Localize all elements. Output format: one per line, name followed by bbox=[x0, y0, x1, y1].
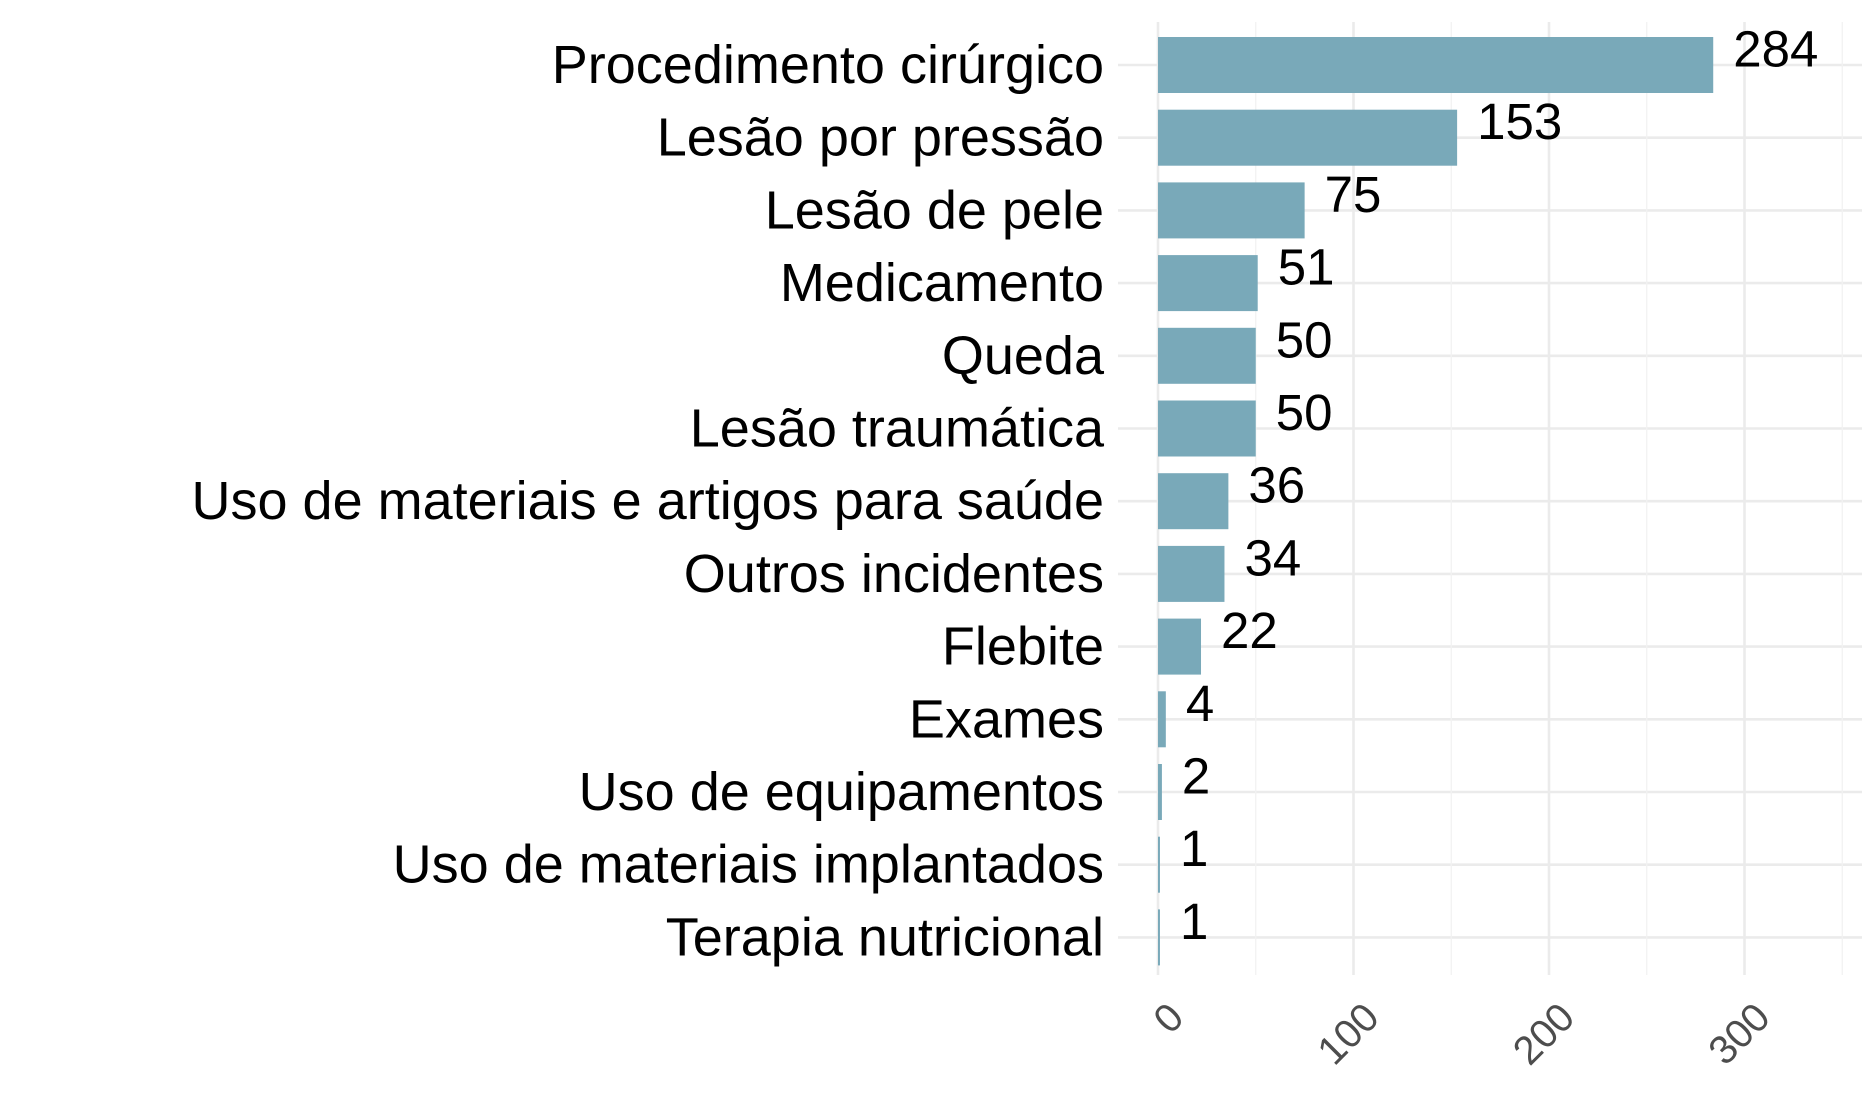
bar bbox=[1158, 618, 1202, 675]
value-label: 284 bbox=[1733, 21, 1818, 78]
bar bbox=[1158, 109, 1458, 166]
value-label: 2 bbox=[1182, 748, 1210, 805]
x-tick-label: 0 bbox=[1145, 995, 1192, 1042]
category-label: Uso de materiais e artigos para saúde bbox=[192, 471, 1105, 531]
value-label: 36 bbox=[1248, 457, 1305, 514]
category-label: Lesão traumática bbox=[690, 399, 1105, 459]
value-label: 22 bbox=[1221, 602, 1278, 659]
x-tick-label: 200 bbox=[1505, 995, 1583, 1073]
bars bbox=[1158, 37, 1714, 966]
bar bbox=[1158, 255, 1258, 312]
category-label: Outros incidentes bbox=[684, 544, 1104, 604]
x-tick-label: 100 bbox=[1309, 995, 1387, 1073]
value-label: 4 bbox=[1186, 675, 1214, 732]
category-label: Medicamento bbox=[780, 253, 1104, 313]
bar bbox=[1158, 691, 1166, 748]
value-label: 1 bbox=[1180, 893, 1208, 950]
value-labels: 284 153 75 51 50 50 36 34 224 2 1 1 bbox=[1180, 21, 1818, 950]
bar bbox=[1158, 909, 1160, 966]
value-label: 51 bbox=[1278, 239, 1335, 296]
value-label: 1 bbox=[1180, 820, 1208, 877]
bar bbox=[1158, 327, 1256, 384]
category-label: Uso de materiais implantados bbox=[393, 835, 1104, 895]
value-label: 75 bbox=[1325, 166, 1382, 223]
category-labels: Procedimento cirúrgico Lesão por pressão L… bbox=[192, 35, 1105, 967]
category-label: Lesão por pressão bbox=[657, 108, 1104, 168]
x-tick-label: 300 bbox=[1700, 995, 1778, 1073]
bar bbox=[1158, 400, 1256, 457]
x-axis-ticks: 0 100 200 300 bbox=[1145, 995, 1778, 1073]
category-label: Exames bbox=[909, 689, 1104, 749]
bar bbox=[1158, 37, 1714, 93]
value-label: 34 bbox=[1244, 529, 1301, 586]
bar bbox=[1158, 545, 1225, 602]
category-label: Queda bbox=[942, 326, 1105, 386]
value-label: 50 bbox=[1276, 384, 1333, 441]
category-label: Uso de equipamentos bbox=[579, 762, 1104, 822]
category-label: Terapia nutricional bbox=[666, 907, 1104, 967]
bar bbox=[1158, 764, 1162, 820]
category-label: Lesão de pele bbox=[765, 180, 1104, 240]
value-label: 153 bbox=[1477, 93, 1562, 150]
category-label: Flebite bbox=[942, 617, 1104, 677]
bar bbox=[1158, 836, 1160, 893]
value-label: 50 bbox=[1276, 311, 1333, 368]
category-label: Procedimento cirúrgico bbox=[552, 35, 1104, 95]
bar bbox=[1158, 473, 1229, 530]
bar bbox=[1158, 182, 1305, 239]
